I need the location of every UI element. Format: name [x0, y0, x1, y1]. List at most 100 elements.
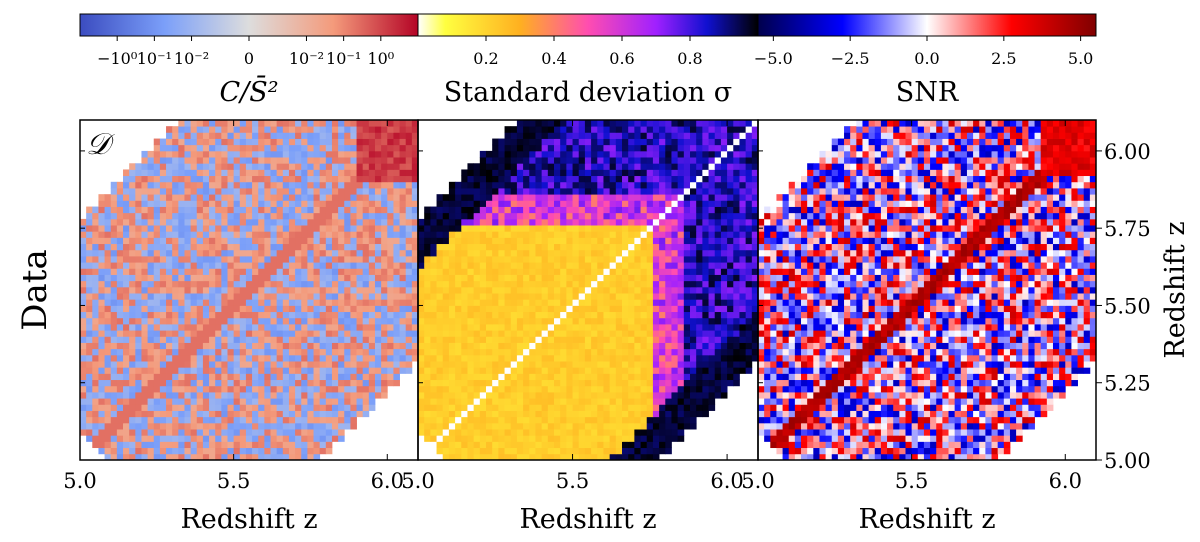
heatmap-cell [387, 212, 394, 220]
heatmap-cell [442, 243, 450, 251]
heatmap-cell [467, 237, 475, 245]
heatmap-cell [166, 231, 173, 238]
heatmap-cell [338, 262, 345, 269]
heatmap-cell [80, 342, 87, 350]
heatmap-cell [442, 317, 450, 325]
heatmap-cell [301, 429, 308, 436]
heatmap-cell [646, 416, 654, 424]
heatmap-cell [350, 157, 357, 164]
heatmap-cell [356, 237, 364, 245]
heatmap-cell [282, 367, 290, 374]
heatmap-cell [393, 188, 400, 195]
heatmap-cell [609, 243, 617, 251]
heatmap-cell [442, 200, 450, 207]
heatmap-cell [467, 305, 475, 313]
heatmap-cell [418, 268, 425, 275]
heatmap-cell [116, 317, 124, 325]
heatmap-cell [264, 126, 271, 133]
heatmap-cell [301, 243, 308, 251]
heatmap-cell [245, 379, 253, 387]
heatmap-cell [708, 249, 716, 257]
heatmap-cell [209, 274, 216, 282]
heatmap-cell [702, 324, 709, 331]
heatmap-cell [202, 169, 210, 177]
heatmap-cell [430, 274, 437, 282]
heatmap-cell [307, 317, 314, 325]
heatmap-cell [381, 188, 388, 195]
heatmap-cell [405, 262, 413, 269]
heatmap-cell [720, 367, 728, 374]
heatmap-cell [393, 256, 400, 263]
heatmap-cell [584, 299, 592, 306]
heatmap-cell [411, 181, 419, 189]
heatmap-cell [708, 243, 716, 251]
heatmap-cell [245, 336, 253, 343]
heatmap-cell [411, 132, 419, 139]
heatmap-cell [690, 422, 697, 430]
colorbar-tick-label: −2.5 [831, 49, 870, 68]
heatmap-cell [282, 373, 290, 381]
heatmap-cell [270, 120, 278, 127]
heatmap-cell [659, 330, 666, 337]
heatmap-cell [153, 311, 161, 319]
heatmap-cell [535, 317, 543, 325]
heatmap-cell [690, 218, 697, 226]
heatmap-cell [578, 348, 586, 356]
heatmap-cell [523, 367, 530, 374]
heatmap-cell [301, 361, 308, 368]
heatmap-cell [510, 262, 518, 269]
heatmap-cell [381, 280, 388, 288]
heatmap-cell [129, 305, 136, 313]
heatmap-cell [110, 231, 118, 238]
heatmap-cell [233, 188, 241, 195]
heatmap-cell [252, 336, 259, 343]
heatmap-cell [652, 336, 660, 343]
heatmap-cell [424, 299, 431, 306]
heatmap-cell [270, 367, 278, 374]
heatmap-cell [510, 422, 518, 430]
heatmap-cell [233, 398, 241, 405]
heatmap-cell [696, 392, 703, 399]
heatmap-cell [350, 163, 357, 170]
heatmap-cell [123, 348, 130, 356]
heatmap-cell [92, 435, 99, 442]
heatmap-cell [209, 212, 216, 220]
heatmap-cell [529, 268, 536, 275]
heatmap-cell [554, 280, 561, 288]
heatmap-cell [190, 379, 198, 387]
heatmap-cell [646, 342, 654, 350]
heatmap-cell [245, 237, 253, 245]
heatmap-cell [442, 342, 450, 350]
heatmap-cell [492, 256, 499, 263]
heatmap-cell [282, 150, 290, 158]
heatmap-cell [288, 231, 296, 238]
heatmap-cell [331, 361, 339, 368]
heatmap-cell [258, 293, 265, 300]
heatmap-cell [98, 218, 105, 226]
heatmap-cell [258, 416, 265, 424]
heatmap-cell [708, 324, 716, 331]
heatmap-cell [702, 243, 709, 251]
heatmap-cell [104, 379, 112, 387]
heatmap-cell [436, 231, 444, 238]
heatmap-cell [683, 206, 691, 214]
heatmap-cell [492, 280, 499, 288]
heatmap-cell [129, 249, 136, 257]
heatmap-cell [123, 218, 130, 226]
heatmap-cell [221, 354, 228, 362]
heatmap-cell [184, 293, 192, 300]
heatmap-cell [486, 206, 493, 214]
heatmap-cell [745, 286, 753, 294]
heatmap-cell [104, 206, 112, 214]
heatmap-cell [442, 367, 450, 374]
heatmap-cell [683, 268, 691, 275]
heatmap-cell [683, 373, 691, 381]
heatmap-cell [727, 342, 734, 350]
heatmap-cell [652, 268, 660, 275]
heatmap-cell [566, 268, 573, 275]
heatmap-cell [123, 379, 130, 387]
heatmap-cell [147, 385, 155, 393]
heatmap-cell [554, 256, 561, 263]
heatmap-cell [374, 274, 382, 282]
heatmap-cell [80, 404, 87, 411]
